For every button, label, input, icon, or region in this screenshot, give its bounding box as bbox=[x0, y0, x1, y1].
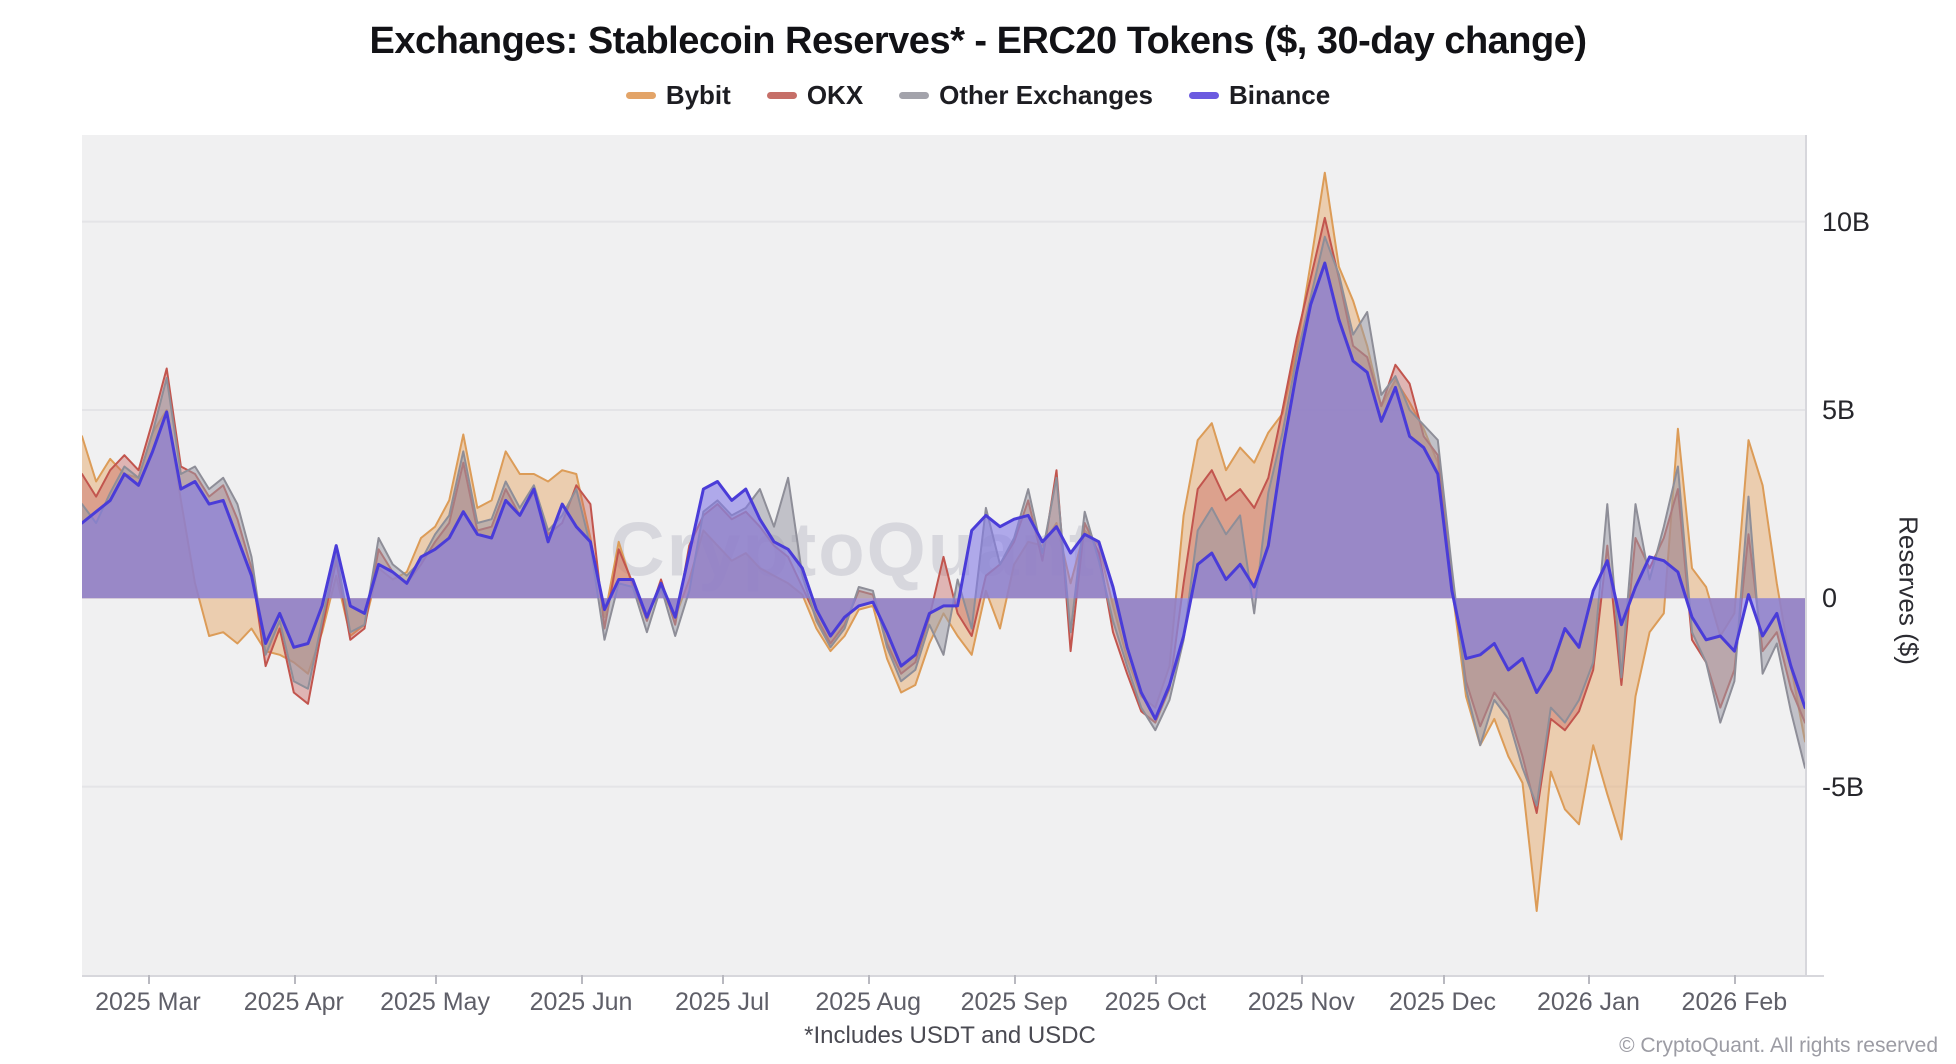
x-tick-mark bbox=[722, 975, 725, 984]
y-axis-title: Reserves ($) bbox=[1893, 516, 1924, 665]
x-tick-mark bbox=[581, 975, 583, 984]
plot-area[interactable]: CryptoQuant bbox=[82, 135, 1805, 975]
x-tick-label: 2025 Nov bbox=[1247, 988, 1355, 1016]
series-line-binance bbox=[82, 261, 1805, 721]
legend-label: Other Exchanges bbox=[939, 80, 1154, 110]
x-tick-mark bbox=[147, 975, 150, 984]
footnote: *Includes USDT and USDC bbox=[804, 1022, 1096, 1049]
legend-item-okx[interactable]: OKX bbox=[766, 80, 864, 111]
y-tick-label: 0 bbox=[1822, 583, 1838, 614]
y-tick-label: -5B bbox=[1822, 771, 1865, 802]
x-tick-label: 2025 Jun bbox=[529, 988, 633, 1016]
series-area-bybit bbox=[82, 172, 1805, 911]
x-axis-line bbox=[82, 975, 1824, 977]
series-area-other-exchanges bbox=[82, 236, 1805, 806]
x-tick-mark bbox=[1734, 975, 1737, 984]
legend-swatch-icon bbox=[899, 92, 930, 99]
chart-title: Exchanges: Stablecoin Reserves* - ERC20 … bbox=[369, 20, 1587, 62]
x-tick-mark bbox=[435, 975, 438, 984]
x-tick-label: 2025 Apr bbox=[243, 988, 344, 1016]
legend-item-bybit[interactable]: Bybit bbox=[625, 80, 731, 111]
legend-swatch-icon bbox=[1189, 92, 1220, 99]
x-tick-mark bbox=[1014, 975, 1017, 984]
y-tick-label: 5B bbox=[1822, 394, 1856, 425]
x-tick-label: 2025 Aug bbox=[815, 988, 921, 1016]
y-tick-label: 10B bbox=[1822, 206, 1871, 237]
x-tick-mark bbox=[1588, 975, 1591, 984]
legend: Bybit OKX Other Exchanges Binance bbox=[0, 80, 1956, 111]
x-tick-label: 2025 Jul bbox=[674, 988, 770, 1016]
x-tick-mark bbox=[1442, 975, 1445, 984]
legend-item-other-exchanges[interactable]: Other Exchanges bbox=[899, 80, 1153, 111]
chart-canvas[interactable] bbox=[82, 135, 1805, 975]
x-tick-label: 2025 Sep bbox=[960, 988, 1068, 1016]
x-tick-label: 2026 Feb bbox=[1681, 988, 1788, 1016]
x-tick-label: 2025 Mar bbox=[95, 988, 201, 1016]
x-tick-mark bbox=[1155, 975, 1158, 984]
legend-label: Binance bbox=[1229, 80, 1331, 110]
copyright: © CryptoQuant. All rights reserved bbox=[1619, 1034, 1938, 1057]
x-tick-label: 2025 Oct bbox=[1104, 988, 1207, 1016]
x-tick-mark bbox=[1301, 975, 1304, 984]
x-tick-mark bbox=[293, 975, 296, 984]
x-tick-label: 2026 Jan bbox=[1537, 988, 1640, 1016]
x-tick-label: 2025 May bbox=[380, 988, 490, 1016]
x-tick-label: 2025 Dec bbox=[1388, 988, 1497, 1016]
legend-swatch-icon bbox=[766, 92, 797, 99]
x-tick-mark bbox=[868, 975, 871, 984]
legend-swatch-icon bbox=[625, 92, 656, 99]
y-axis-line bbox=[1805, 135, 1807, 976]
legend-label: Bybit bbox=[665, 80, 731, 110]
legend-label: OKX bbox=[806, 80, 864, 110]
legend-item-binance[interactable]: Binance bbox=[1189, 80, 1330, 111]
